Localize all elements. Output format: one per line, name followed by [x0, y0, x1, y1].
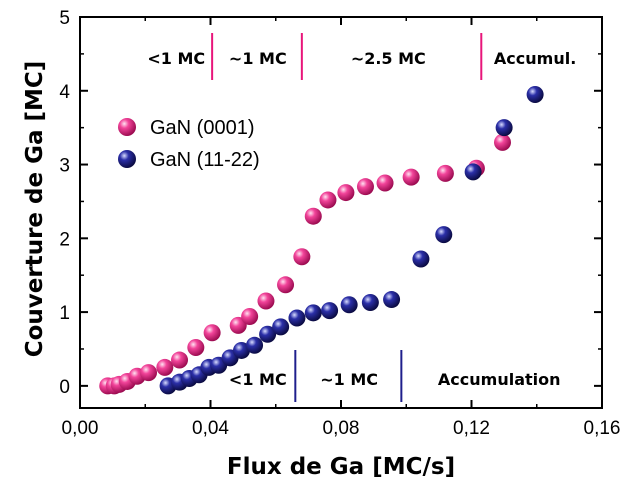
legend-marker-0 [118, 118, 136, 136]
point-gan-0001 [293, 248, 311, 266]
point-gan-11-22 [340, 296, 358, 314]
point-gan-11-22 [464, 163, 482, 181]
point-gan-0001 [171, 351, 189, 369]
plot-frame [79, 16, 603, 409]
point-gan-0001 [257, 292, 275, 310]
point-gan-11-22 [526, 85, 544, 103]
top-region-label: ~2.5 MC [351, 49, 426, 68]
point-gan-11-22 [259, 325, 277, 343]
x-axis-title: Flux de Ga [MC/s] [227, 454, 455, 480]
point-gan-0001 [187, 339, 205, 357]
point-gan-0001 [337, 184, 355, 202]
legend: GaN (0001) GaN (11-22) [118, 117, 260, 171]
bottom-region-label: Accumulation [438, 370, 561, 389]
point-gan-0001 [493, 133, 511, 151]
legend-label: GaN (0001) [150, 117, 255, 139]
region-annotations: <1 MC ~1 MC ~2.5 MC Accumul. <1 MC ~1 MC Accum… [147, 33, 576, 402]
legend-label: GaN (11-22) [150, 149, 260, 171]
point-gan-11-22 [383, 291, 401, 309]
point-gan-0001 [436, 164, 454, 182]
point-gan-11-22 [361, 294, 379, 312]
point-gan-11-22 [495, 119, 513, 137]
x-tick-label: 0,00 [62, 418, 99, 439]
x-tick-label: 0,16 [584, 418, 621, 439]
point-gan-0001 [203, 324, 221, 342]
point-gan-0001 [277, 276, 295, 294]
bottom-region-label: ~1 MC [320, 370, 378, 389]
point-gan-0001 [376, 174, 394, 192]
y-tick-label: 1 [59, 303, 70, 324]
axis-ticks: 0,00 0,04 0,08 0,12 0,16 0 1 2 3 4 5 [59, 8, 620, 439]
bottom-region-label: <1 MC [229, 370, 287, 389]
point-gan-0001 [356, 178, 374, 196]
point-gan-11-22 [272, 318, 290, 336]
point-gan-0001 [319, 191, 337, 209]
point-gan-11-22 [304, 304, 322, 322]
data-points [99, 85, 544, 395]
point-gan-0001 [304, 207, 322, 225]
point-gan-0001 [229, 316, 247, 334]
y-axis-title: Couverture de Ga [MC] [22, 61, 48, 358]
y-tick-label: 0 [59, 377, 70, 398]
y-tick-label: 4 [59, 82, 70, 103]
top-region-label: ~1 MC [229, 49, 287, 68]
point-gan-0001 [241, 308, 259, 326]
top-region-label: Accumul. [494, 49, 576, 68]
y-tick-label: 5 [59, 8, 70, 29]
legend-marker-1 [118, 150, 136, 168]
point-gan-11-22 [246, 336, 264, 354]
x-tick-label: 0,08 [323, 418, 360, 439]
point-gan-0001 [402, 168, 420, 186]
y-tick-label: 2 [59, 229, 70, 250]
point-gan-0001 [156, 358, 174, 376]
point-gan-11-22 [435, 226, 453, 244]
x-tick-label: 0,12 [453, 418, 490, 439]
point-gan-11-22 [288, 309, 306, 327]
point-gan-11-22 [412, 250, 430, 268]
top-region-label: <1 MC [147, 49, 205, 68]
point-gan-11-22 [232, 341, 250, 359]
y-tick-label: 3 [59, 156, 70, 177]
x-tick-label: 0,04 [192, 418, 229, 439]
point-gan-11-22 [321, 302, 339, 320]
point-gan-0001 [140, 364, 158, 382]
